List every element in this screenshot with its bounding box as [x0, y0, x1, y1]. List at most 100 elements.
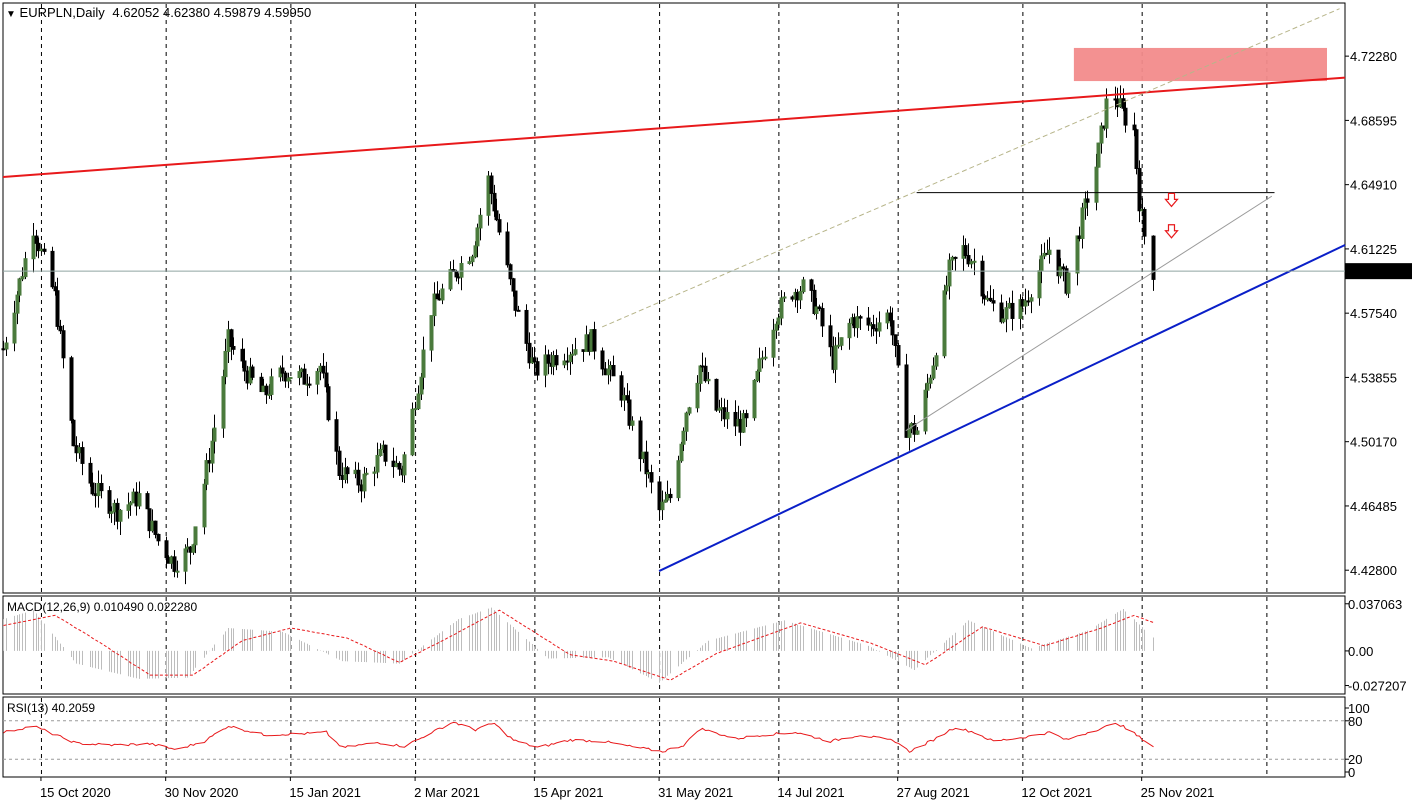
candle-body [475, 227, 480, 247]
candle-body [847, 322, 852, 339]
time-tick-label: 12 Oct 2021 [1021, 785, 1092, 800]
candle-body [494, 210, 499, 221]
candle-body [283, 372, 288, 382]
candle-body [99, 482, 104, 492]
candle-body [554, 355, 559, 366]
price-tick-label: 4.64910 [1350, 178, 1397, 193]
rsi-pane-frame [2, 696, 1346, 778]
candle-body [923, 389, 928, 432]
candle-body [915, 430, 920, 435]
current-price-label: 4.59950 [1350, 264, 1397, 279]
candle-body [88, 462, 93, 484]
candle-body [606, 368, 611, 376]
price-tick-label: 4.57540 [1350, 306, 1397, 321]
candle-body [516, 309, 521, 312]
candle-body [473, 245, 478, 258]
candle-body [202, 483, 207, 528]
candle-body [934, 355, 939, 367]
price-tick-label: 4.50170 [1350, 435, 1397, 450]
thin-trendline[interactable] [905, 195, 1273, 432]
candle-body [402, 454, 407, 476]
macd-tick-label: 0.037063 [1348, 597, 1402, 612]
candle-body [1151, 235, 1156, 280]
resistance-trendline[interactable] [2, 76, 1346, 178]
dashed-channel-line[interactable] [601, 8, 1340, 328]
candle-body [912, 423, 917, 435]
candle-body [573, 349, 578, 355]
candle-body [378, 448, 383, 456]
candle-body [324, 372, 329, 388]
candle-body [80, 447, 85, 464]
candle-body [657, 481, 662, 511]
candle-body [383, 444, 388, 462]
candle-body [486, 175, 491, 216]
candle-body [896, 345, 901, 366]
candle-body [546, 354, 551, 364]
candle-body [191, 544, 196, 553]
candle-body [288, 377, 293, 380]
candle-body [413, 408, 418, 411]
candle-body [703, 365, 708, 382]
candle-body [611, 364, 616, 377]
candle-body [153, 520, 158, 535]
candle-body [535, 361, 540, 376]
candle-body [1061, 266, 1066, 270]
candle-body [928, 377, 933, 384]
candle-body [600, 350, 605, 370]
candle-body [36, 242, 41, 252]
candle-body [334, 419, 339, 452]
candle-body [681, 430, 686, 445]
candle-body [695, 382, 700, 409]
candle-body [326, 386, 331, 421]
candle-body [71, 419, 76, 447]
candle-body [280, 367, 285, 374]
current-price-box [1345, 263, 1412, 280]
candle-body [231, 346, 236, 350]
candle-body [1132, 124, 1137, 131]
candle-body [1096, 142, 1101, 168]
rsi-tick-label: 80 [1348, 714, 1362, 729]
candle-body [440, 288, 445, 301]
macd-tick-label: -0.027207 [1348, 679, 1407, 694]
candle-body [1094, 166, 1099, 203]
candle-body [698, 365, 703, 384]
time-tick-label: 15 Apr 2021 [533, 785, 603, 800]
candle-body [15, 294, 20, 314]
candle-body [649, 472, 654, 483]
candle-body [183, 548, 188, 572]
triangle-down-icon[interactable]: ▼ [6, 9, 16, 20]
candle-body [337, 450, 342, 476]
candle-body [364, 472, 369, 475]
candle-body [953, 256, 958, 259]
candle-body [947, 259, 952, 287]
candle-body [421, 349, 426, 378]
candle-body [907, 428, 912, 438]
candle-body [492, 192, 497, 212]
candle-body [307, 383, 312, 386]
candle-body [212, 427, 217, 442]
macd-histogram [3, 607, 1154, 683]
candle-body [145, 493, 150, 510]
candle-body [871, 324, 876, 330]
candle-body [619, 375, 624, 401]
candle-body [31, 235, 36, 260]
macd-pane-frame [2, 595, 1346, 695]
candle-body [321, 365, 326, 374]
candle-body [61, 330, 66, 359]
candle-body [904, 364, 909, 438]
candle-body [497, 219, 502, 233]
candle-body [866, 317, 871, 326]
candle-body [801, 279, 806, 293]
candle-body [137, 493, 142, 507]
support-trendline[interactable] [658, 244, 1346, 572]
candle-body [890, 320, 895, 336]
candle-body [855, 316, 860, 329]
price-tick-label: 4.53855 [1350, 370, 1397, 385]
candle-body [592, 329, 597, 352]
candle-body [193, 526, 198, 546]
sell-arrows [1164, 192, 1179, 239]
candle-body [511, 278, 516, 292]
candle-body [17, 278, 22, 296]
price-tick-label: 4.68595 [1350, 113, 1397, 128]
